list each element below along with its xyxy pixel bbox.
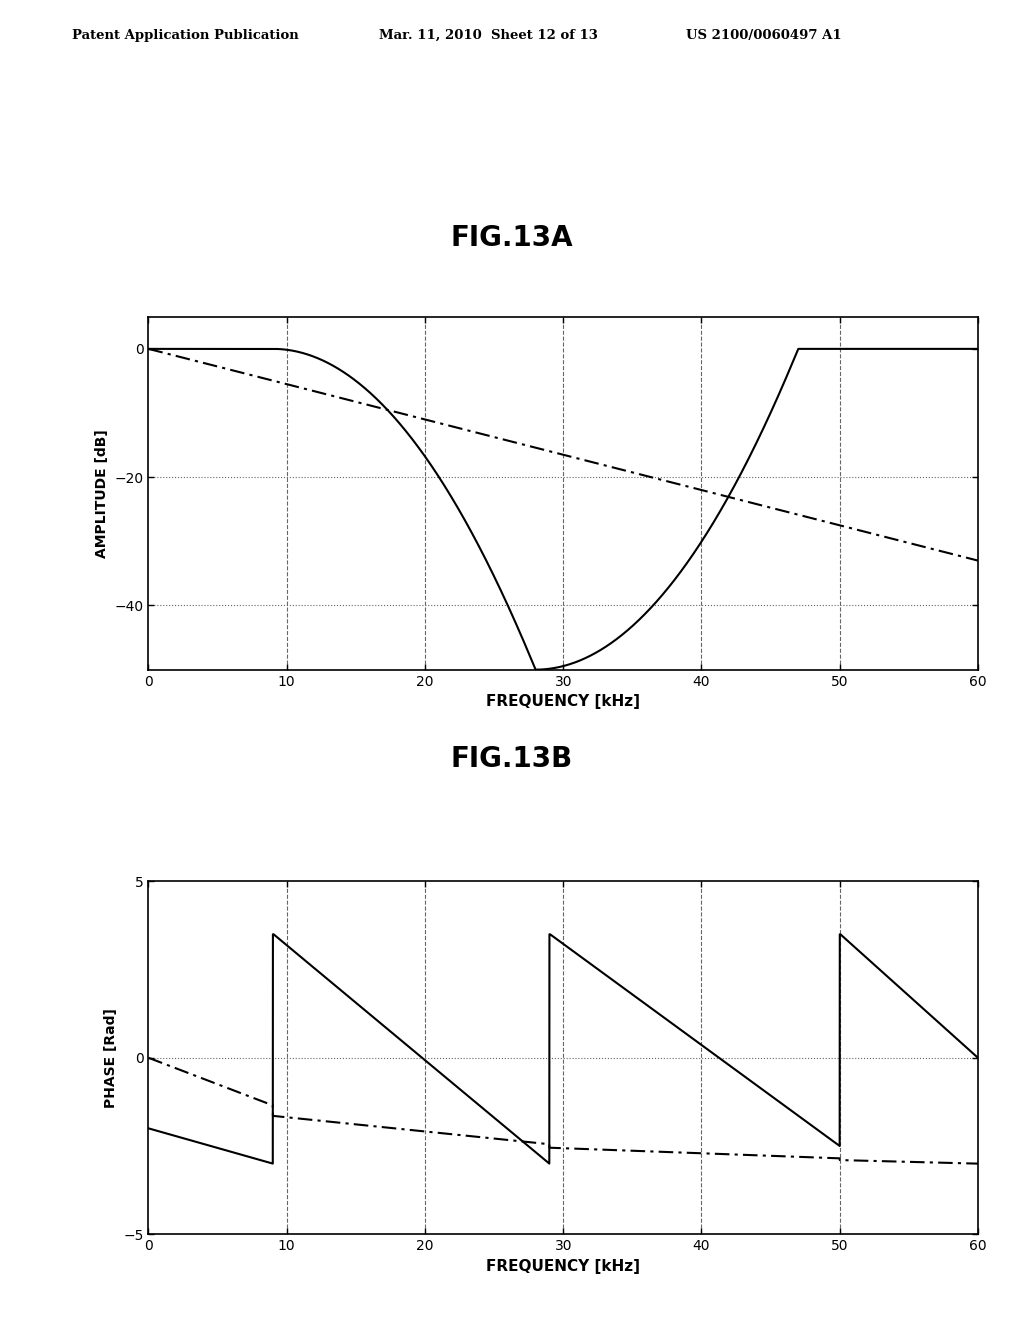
Text: US 2100/0060497 A1: US 2100/0060497 A1 — [686, 29, 842, 42]
Text: FIG.13A: FIG.13A — [451, 223, 573, 252]
Y-axis label: AMPLITUDE [dB]: AMPLITUDE [dB] — [95, 429, 109, 557]
Text: Patent Application Publication: Patent Application Publication — [72, 29, 298, 42]
Text: Mar. 11, 2010  Sheet 12 of 13: Mar. 11, 2010 Sheet 12 of 13 — [379, 29, 598, 42]
X-axis label: FREQUENCY [kHz]: FREQUENCY [kHz] — [486, 1258, 640, 1274]
Text: FIG.13B: FIG.13B — [451, 744, 573, 774]
Y-axis label: PHASE [Rad]: PHASE [Rad] — [103, 1008, 118, 1107]
X-axis label: FREQUENCY [kHz]: FREQUENCY [kHz] — [486, 694, 640, 709]
